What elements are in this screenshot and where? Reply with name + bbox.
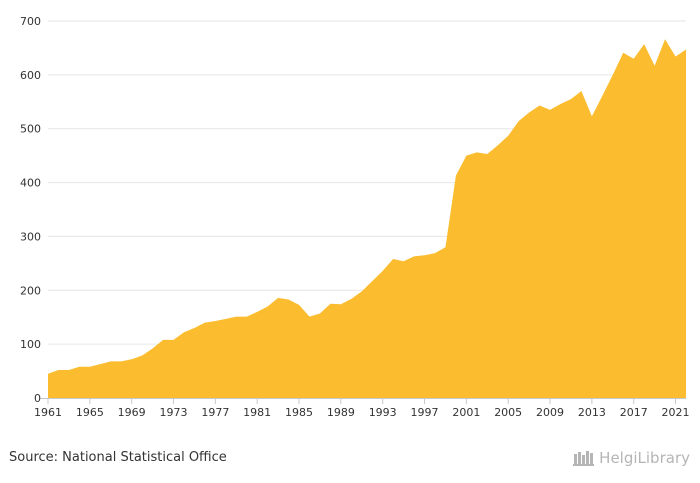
x-tick-label: 1993 xyxy=(369,406,397,419)
x-tick-label: 1965 xyxy=(76,406,104,419)
x-tick-label: 1969 xyxy=(118,406,146,419)
x-tick-label: 1981 xyxy=(243,406,271,419)
x-tick-label: 2005 xyxy=(494,406,522,419)
y-tick-label: 600 xyxy=(20,69,41,82)
y-tick-label: 700 xyxy=(20,15,41,28)
y-axis-ticks: 0 100 200 300 400 500 600 700 xyxy=(20,15,41,405)
logo-text: HelgiLibrary xyxy=(599,449,690,467)
x-tick-label: 1973 xyxy=(160,406,188,419)
x-axis-ticks: 1961 1965 1969 1973 1977 1981 1985 1989 1993 1997… xyxy=(34,398,690,419)
x-tick-label: 1997 xyxy=(411,406,439,419)
y-tick-label: 200 xyxy=(20,284,41,297)
x-tick-label: 2001 xyxy=(452,406,480,419)
y-tick-label: 400 xyxy=(20,177,41,190)
source-note: Source: National Statistical Office xyxy=(9,450,227,465)
x-tick-label: 1961 xyxy=(34,406,62,419)
x-tick-label: 2017 xyxy=(620,406,648,419)
x-tick-label: 2021 xyxy=(662,406,690,419)
x-tick-label: 1989 xyxy=(327,406,355,419)
grid-lines xyxy=(48,20,686,345)
y-tick-label: 500 xyxy=(20,123,41,136)
x-tick-label: 1977 xyxy=(201,406,229,419)
x-tick-label: 2013 xyxy=(578,406,606,419)
area-series xyxy=(48,39,686,398)
helgi-library-logo: HelgiLibrary xyxy=(573,449,690,467)
y-tick-label: 300 xyxy=(20,230,41,243)
bookshelf-icon xyxy=(573,451,595,466)
x-tick-label: 2009 xyxy=(536,406,564,419)
y-tick-label: 0 xyxy=(34,392,41,405)
y-tick-label: 100 xyxy=(20,338,41,351)
x-tick-label: 1985 xyxy=(285,406,313,419)
